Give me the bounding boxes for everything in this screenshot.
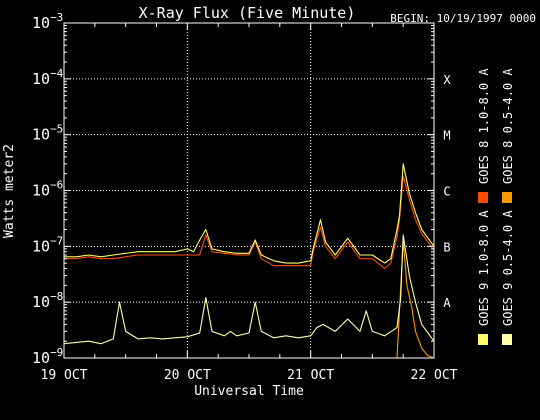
- y-tick-label: 10−6: [32, 179, 63, 200]
- legend-label: GOES 9 1.0-8.0 A: [477, 210, 491, 326]
- chart-title: X-Ray Flux (Five Minute): [139, 4, 356, 22]
- flare-class-label: M: [443, 129, 450, 143]
- x-tick-label: 21 OCT: [287, 368, 334, 383]
- legend-swatch: [478, 192, 488, 203]
- flare-class-label: B: [443, 240, 450, 254]
- y-tick-label: 10−9: [32, 346, 63, 367]
- legend-swatch: [502, 334, 512, 345]
- flare-class-label: C: [443, 185, 450, 199]
- y-tick-labels: 10−9 10−8 10−7 10−6 10−5 10−4 10−3: [32, 11, 64, 367]
- x-axis-label: Universal Time: [194, 384, 304, 399]
- flare-class-label: A: [443, 296, 451, 310]
- begin-date-label: BEGIN: 10/19/1997 0000: [390, 12, 536, 25]
- x-tick-labels: 19 OCT 20 OCT 21 OCT 22 OCT: [41, 368, 458, 383]
- series-line: [64, 163, 435, 264]
- series-layer: [63, 163, 435, 359]
- x-tick-label: 22 OCT: [411, 368, 458, 383]
- y-tick-label: 10−8: [32, 290, 63, 311]
- legend-swatch: [502, 192, 512, 203]
- legend-label: GOES 8 1.0-8.0 A: [477, 68, 491, 184]
- y-axis-label: Watts meter2: [2, 144, 17, 238]
- legend-label: GOES 9 0.5-4.0 A: [501, 210, 515, 326]
- series-line: [64, 175, 435, 270]
- axis-ticks: [63, 22, 435, 359]
- legend: GOES 8 1.0-8.0 A GOES 9 1.0-8.0 A GOES 8 0…: [477, 68, 515, 345]
- flare-class-label: X: [443, 73, 451, 87]
- x-tick-label: 20 OCT: [164, 368, 211, 383]
- y-tick-label: 10−3: [32, 11, 63, 32]
- series-line: [63, 234, 435, 345]
- x-tick-label: 19 OCT: [41, 368, 88, 383]
- legend-swatch: [478, 334, 488, 345]
- flare-class-labels: A B C M X: [443, 73, 451, 310]
- y-tick-label: 10−4: [32, 67, 64, 88]
- y-tick-label: 10−7: [32, 234, 63, 255]
- y-tick-label: 10−5: [32, 123, 63, 144]
- grid-lines: [64, 23, 434, 358]
- legend-label: GOES 8 0.5-4.0 A: [501, 68, 515, 184]
